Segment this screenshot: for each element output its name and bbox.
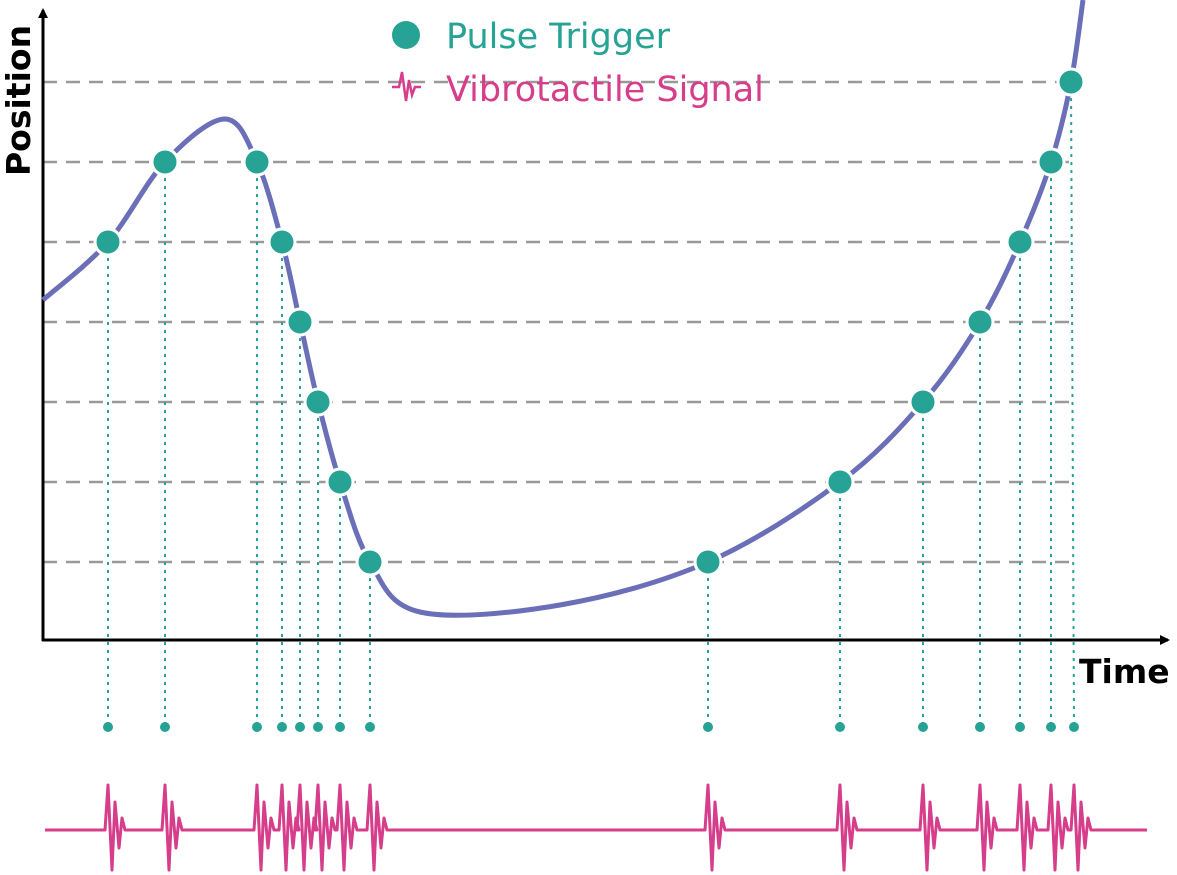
timeline-dot bbox=[835, 722, 845, 732]
pulse-drop-lines bbox=[107, 81, 1075, 728]
drop-line bbox=[1070, 81, 1075, 728]
vibrotactile-signal-wave bbox=[45, 783, 1147, 872]
timeline-dot bbox=[160, 722, 170, 732]
pulse-trigger-point bbox=[242, 147, 272, 177]
timeline-dot bbox=[703, 722, 713, 732]
timeline-dot bbox=[1046, 722, 1056, 732]
y-axis-label: Position bbox=[0, 25, 38, 176]
position-curve bbox=[41, 0, 1086, 618]
position-gridlines bbox=[43, 80, 1072, 564]
timeline-dot bbox=[313, 722, 323, 732]
x-axis-label: Time bbox=[1079, 652, 1170, 691]
pulse-trigger-point bbox=[150, 147, 180, 177]
pulse-trigger-point bbox=[355, 547, 385, 577]
waveform-icon bbox=[392, 71, 421, 102]
timeline-dot bbox=[918, 722, 928, 732]
timeline-dot bbox=[1069, 722, 1079, 732]
legend-pulse-trigger: Pulse Trigger bbox=[446, 17, 671, 57]
timeline-dot bbox=[295, 722, 305, 732]
pulse-trigger-point bbox=[965, 307, 995, 337]
pulse-trigger-point bbox=[267, 227, 297, 257]
pulse-trigger-point bbox=[325, 467, 355, 497]
timeline-dot bbox=[975, 722, 985, 732]
pulse-trigger-point bbox=[285, 307, 315, 337]
timeline-dot bbox=[365, 722, 375, 732]
timeline-dot bbox=[103, 722, 113, 732]
pulse-timeline-dots bbox=[103, 722, 1079, 732]
legend-vibrotactile-signal: Vibrotactile Signal bbox=[446, 70, 764, 110]
pulse-trigger-point bbox=[1056, 67, 1086, 97]
filled-circle-icon bbox=[392, 21, 420, 49]
pulse-trigger-points bbox=[93, 67, 1086, 577]
timeline-dot bbox=[1015, 722, 1025, 732]
pulse-trigger-point bbox=[1036, 147, 1066, 177]
timeline-dot bbox=[335, 722, 345, 732]
legend: Pulse Trigger Vibrotactile Signal bbox=[392, 17, 764, 110]
pulse-trigger-point bbox=[93, 227, 123, 257]
pulse-trigger-point bbox=[825, 467, 855, 497]
timeline-dot bbox=[277, 722, 287, 732]
pulse-trigger-point bbox=[908, 387, 938, 417]
pulse-trigger-point bbox=[693, 547, 723, 577]
pulse-trigger-point bbox=[303, 387, 333, 417]
timeline-dot bbox=[252, 722, 262, 732]
pulse-trigger-point bbox=[1005, 227, 1035, 257]
